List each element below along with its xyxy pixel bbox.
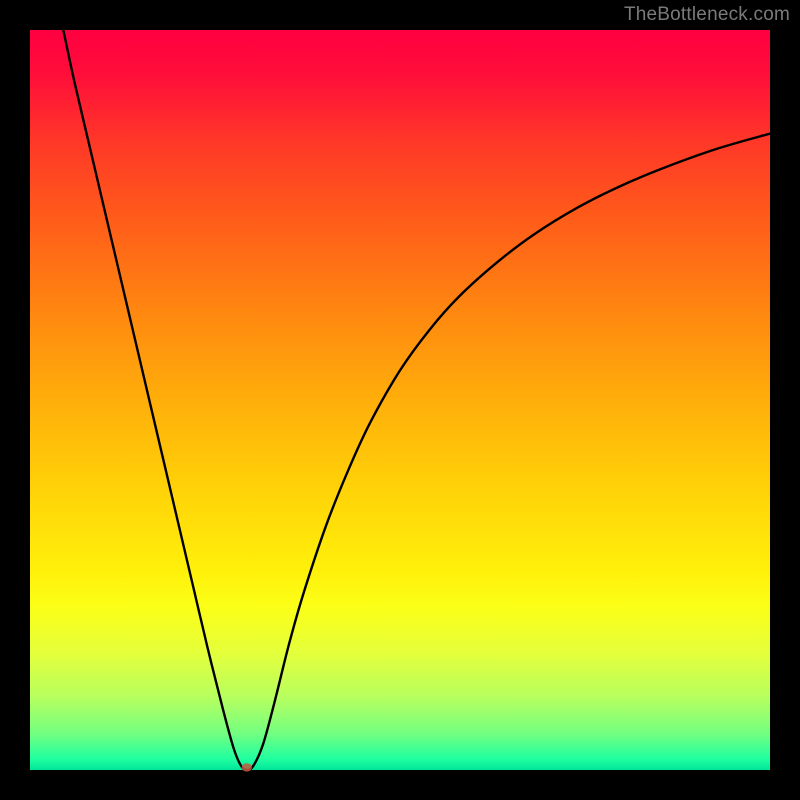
watermark-text: TheBottleneck.com	[624, 4, 790, 26]
chart-container: TheBottleneck.com	[0, 0, 800, 800]
bottleneck-chart	[0, 0, 800, 800]
